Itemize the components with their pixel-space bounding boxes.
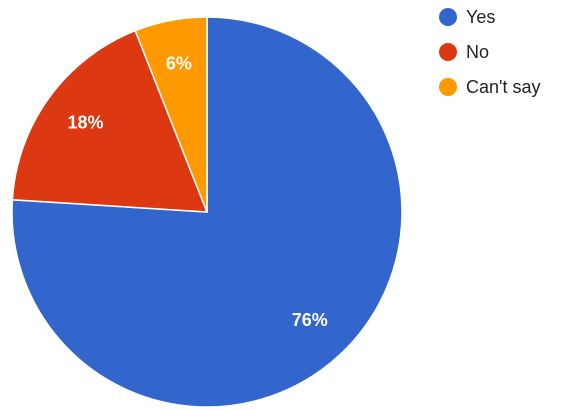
slice-label: 6% xyxy=(166,53,192,73)
slice-label: 76% xyxy=(292,310,328,330)
legend-marker xyxy=(439,78,457,96)
slice-label: 18% xyxy=(68,112,104,132)
legend-marker xyxy=(439,43,457,61)
pie-slice xyxy=(11,29,209,213)
legend-marker xyxy=(439,8,457,26)
pie-slice xyxy=(134,16,208,213)
legend-text: Can't say xyxy=(466,77,540,97)
legend-text: No xyxy=(466,42,489,62)
pie-slice xyxy=(11,16,403,408)
legend-text: Yes xyxy=(466,7,495,27)
